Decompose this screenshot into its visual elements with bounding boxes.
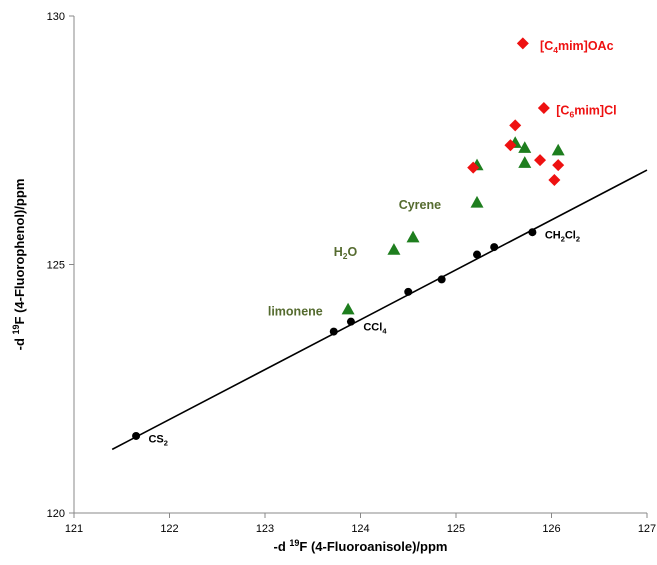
y-axis-title-rest: F (4-Fluorophenol)/ppm bbox=[12, 179, 27, 325]
y-axis-title: -d 19F (4-Fluorophenol)/ppm bbox=[11, 179, 27, 351]
x-axis-title-sup: 19 bbox=[289, 538, 299, 548]
x-axis-title-rest: F (4-Fluoroanisole)/ppm bbox=[299, 539, 447, 554]
annotation-subscript: 2 bbox=[576, 235, 580, 244]
annotation-subscript: 6 bbox=[569, 109, 574, 119]
annotation-subscript: 2 bbox=[343, 251, 348, 261]
annotations: CS2CCl4CH2Cl2limoneneH2OCyrene[C6mim]Cl[… bbox=[148, 39, 616, 448]
annotation-text: CH bbox=[545, 230, 561, 242]
diamond-point bbox=[504, 139, 517, 152]
circle-point bbox=[346, 317, 355, 326]
circle-point bbox=[132, 431, 141, 440]
x-axis-title-prefix: -d bbox=[274, 539, 290, 554]
x-tick-label: 125 bbox=[447, 523, 465, 535]
x-tick-label: 122 bbox=[160, 523, 178, 535]
annotation-text: [C bbox=[540, 39, 553, 53]
triangle-point bbox=[406, 230, 420, 243]
diamond-point bbox=[552, 159, 565, 172]
annotation-text: [C bbox=[556, 103, 569, 117]
circle-point bbox=[473, 250, 482, 259]
triangle-point bbox=[470, 195, 484, 208]
annotation-label: [C4mim]OAc bbox=[540, 39, 614, 55]
triangle-point bbox=[518, 156, 532, 168]
annotation-label: CCl4 bbox=[363, 322, 387, 336]
circle-point bbox=[437, 275, 446, 284]
diamond-point bbox=[467, 161, 480, 174]
annotation-subscript: 4 bbox=[382, 327, 387, 336]
annotation-label: [C6mim]Cl bbox=[556, 103, 616, 119]
fit-line-layer bbox=[111, 169, 648, 451]
axes: 121 122 123 124 125 126 127 120 125 130 bbox=[47, 11, 657, 535]
y-axis-title-prefix: -d bbox=[12, 335, 27, 351]
annotation-label: limonene bbox=[268, 305, 323, 319]
annotation-text: limonene bbox=[268, 305, 323, 319]
x-tick-label: 123 bbox=[256, 523, 274, 535]
y-axis-title-sup: 19 bbox=[11, 324, 21, 334]
diamond-point bbox=[509, 119, 522, 132]
annotation-label: H2O bbox=[334, 245, 358, 261]
x-tick-label: 126 bbox=[542, 523, 560, 535]
annotation-label: CS2 bbox=[148, 433, 167, 447]
triangle-point bbox=[341, 302, 355, 315]
y-tick-label: 130 bbox=[47, 11, 65, 23]
annotation-text: CS bbox=[148, 433, 163, 445]
x-axis-title: -d 19F (4-Fluoroanisole)/ppm bbox=[274, 538, 448, 554]
fit-line bbox=[111, 169, 648, 451]
diamond-point bbox=[516, 37, 529, 50]
triangle-point bbox=[387, 243, 401, 255]
annotation-text: Cyrene bbox=[399, 198, 441, 212]
x-tick-label: 121 bbox=[65, 523, 83, 535]
annotation-text: H bbox=[334, 245, 343, 259]
annotation-subscript: 4 bbox=[553, 45, 558, 55]
annotation-text: O bbox=[348, 245, 358, 259]
x-tick-label: 127 bbox=[638, 523, 656, 535]
diamond-point bbox=[537, 101, 550, 114]
circle-point bbox=[404, 287, 413, 296]
data-points bbox=[132, 37, 565, 440]
annotation-label: CH2Cl2 bbox=[545, 230, 580, 244]
annotation-subscript: 2 bbox=[561, 235, 565, 244]
annotation-subscript: 2 bbox=[164, 438, 168, 447]
annotation-text: Cl bbox=[565, 230, 576, 242]
x-tick-label: 124 bbox=[351, 523, 369, 535]
annotation-label: Cyrene bbox=[399, 198, 441, 212]
diamond-point bbox=[548, 174, 561, 187]
triangle-point bbox=[551, 143, 565, 156]
circle-point bbox=[528, 228, 537, 237]
circle-point bbox=[329, 327, 338, 336]
circle-point bbox=[490, 243, 499, 252]
diamond-point bbox=[534, 154, 547, 167]
triangle-point bbox=[518, 141, 532, 153]
annotation-text: CCl bbox=[363, 322, 382, 334]
y-tick-label: 125 bbox=[47, 260, 65, 272]
annotation-text: mim]Cl bbox=[574, 103, 616, 117]
annotation-text: mim]OAc bbox=[558, 39, 614, 53]
y-tick-label: 120 bbox=[47, 508, 65, 520]
